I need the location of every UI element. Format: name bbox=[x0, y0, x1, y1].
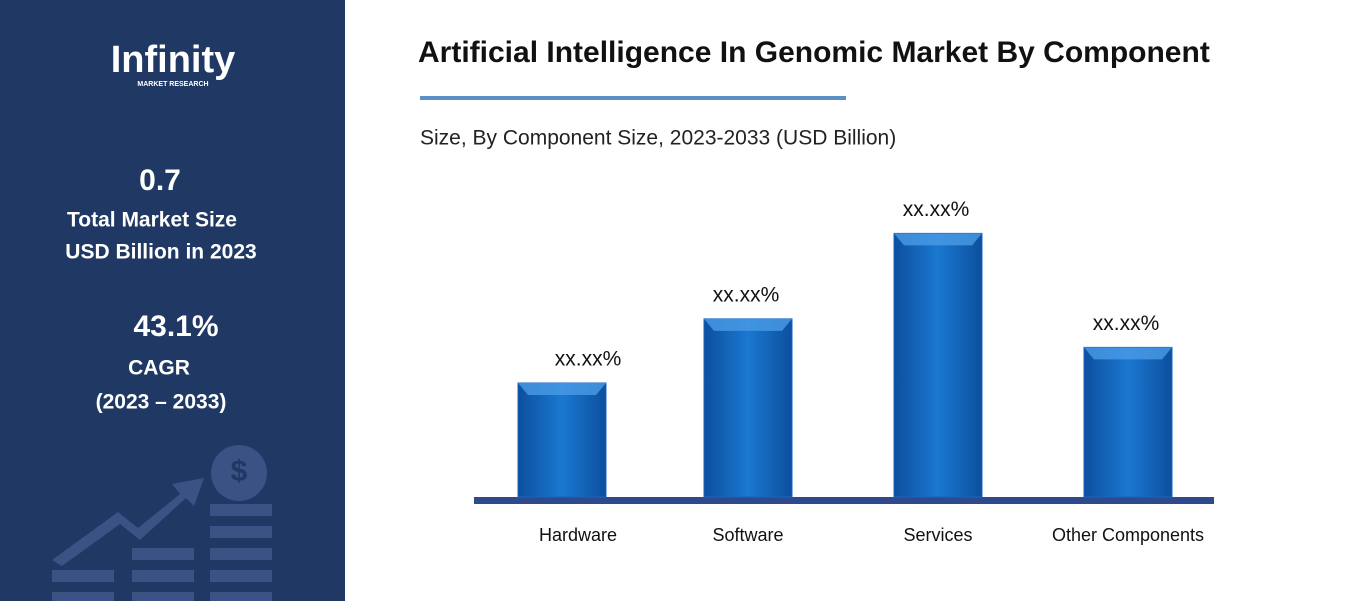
market-size: 0.7 bbox=[139, 164, 181, 197]
logo: Infinity bbox=[111, 39, 236, 81]
x-tick-label: Software bbox=[712, 525, 783, 545]
value-label: xx.xx% bbox=[1093, 312, 1160, 335]
cagr-period: (2023 – 2033) bbox=[96, 391, 227, 414]
bar bbox=[1083, 346, 1173, 498]
x-tick-label: Other Components bbox=[1052, 525, 1204, 545]
cagr-value: 43.1% bbox=[133, 310, 218, 343]
logo-subtitle: MARKET RESEARCH bbox=[137, 81, 208, 88]
value-label: xx.xx% bbox=[713, 283, 780, 306]
sidebar bbox=[0, 0, 345, 601]
dollar-icon: $ bbox=[231, 455, 248, 488]
chart-title: Artificial Intelligence In Genomic Marke… bbox=[418, 36, 1210, 69]
market-size-label: USD Billion in 2023 bbox=[65, 241, 256, 264]
bar-bevel bbox=[894, 233, 982, 246]
bar bbox=[703, 318, 793, 498]
cagr-label: CAGR bbox=[128, 357, 190, 380]
title-underline bbox=[420, 96, 846, 100]
x-tick-label: Services bbox=[903, 525, 972, 545]
x-tick-label: Hardware bbox=[539, 525, 617, 545]
bar-bevel bbox=[704, 318, 792, 331]
value-label: xx.xx% bbox=[555, 348, 622, 371]
value-label: xx.xx% bbox=[903, 198, 970, 221]
chart-subtitle: Size, By Component Size, 2023-2033 (USD … bbox=[420, 127, 896, 150]
baseline bbox=[474, 497, 1214, 504]
bar-bevel bbox=[518, 383, 606, 395]
market-size-label: Total Market Size bbox=[67, 209, 237, 232]
sidebar-icon bbox=[52, 445, 272, 601]
bar bbox=[893, 232, 983, 498]
bar-bevel bbox=[1084, 347, 1172, 360]
bar bbox=[517, 382, 607, 498]
